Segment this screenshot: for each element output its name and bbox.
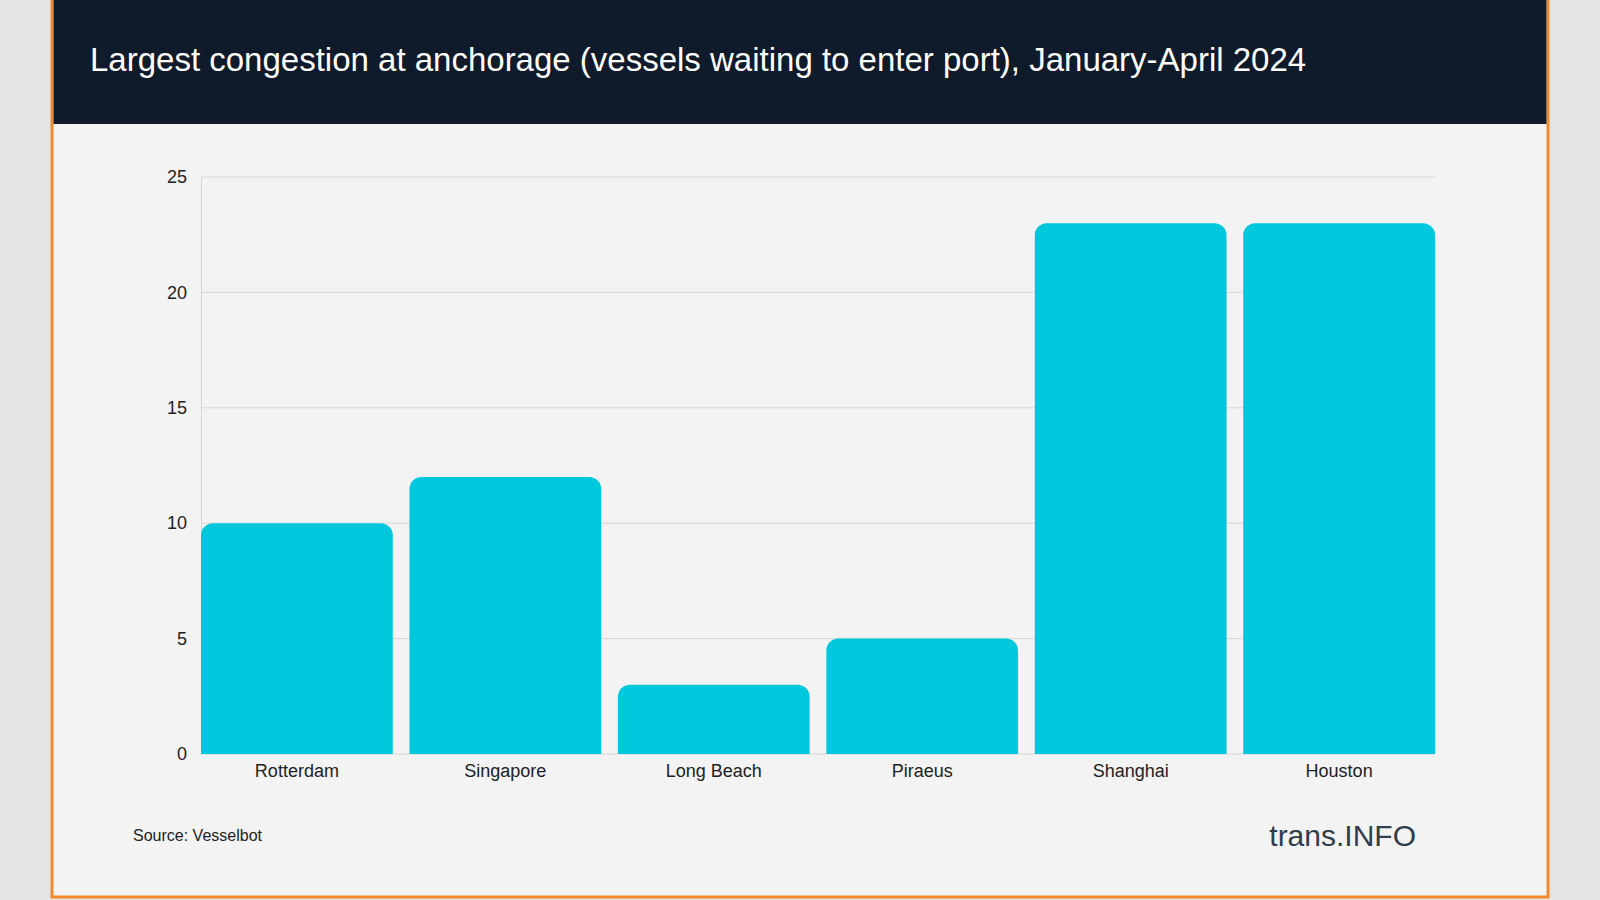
y-tick-label: 10 (167, 513, 187, 533)
bar (826, 639, 1018, 754)
chart-title: Largest congestion at anchorage (vessels… (90, 41, 1306, 78)
x-tick-label: Piraeus (892, 761, 953, 781)
x-tick-label: Long Beach (666, 761, 762, 781)
bar (1243, 223, 1435, 754)
bar (409, 477, 601, 754)
source-note: Source: Vesselbot (133, 827, 263, 844)
bars (201, 223, 1435, 754)
y-tick: 25 (167, 167, 201, 187)
header-band (54, 0, 1547, 124)
bar (201, 523, 393, 754)
x-tick-label: Singapore (464, 761, 546, 781)
y-tick: 20 (167, 283, 201, 303)
y-tick-label: 0 (177, 744, 187, 764)
grid (201, 177, 1435, 754)
y-tick-label: 20 (167, 283, 187, 303)
y-tick: 0 (177, 744, 201, 764)
y-tick-label: 5 (177, 629, 187, 649)
y-tick: 10 (167, 513, 201, 533)
chart-svg: Largest congestion at anchorage (vessels… (0, 0, 1600, 900)
logo-text: trans.INFO (1269, 819, 1416, 852)
x-tick: Shanghai (1093, 754, 1169, 781)
x-tick: Singapore (464, 754, 546, 781)
x-tick: Piraeus (892, 754, 953, 781)
x-tick-label: Shanghai (1093, 761, 1169, 781)
x-tick: Rotterdam (255, 754, 339, 781)
bar (618, 685, 810, 754)
y-axis: 0 5 10 15 20 25 (167, 167, 202, 764)
x-tick: Long Beach (666, 754, 762, 781)
x-axis: Rotterdam Singapore Long Beach Piraeus Shang… (202, 754, 1436, 781)
bar (1035, 223, 1227, 754)
grid-line (201, 177, 1435, 178)
y-tick: 15 (167, 398, 201, 418)
x-tick-label: Rotterdam (255, 761, 339, 781)
y-tick-label: 25 (167, 167, 187, 187)
x-tick: Houston (1306, 754, 1373, 781)
y-tick-label: 15 (167, 398, 187, 418)
x-tick-label: Houston (1306, 761, 1373, 781)
y-tick: 5 (177, 629, 201, 649)
slide-frame (52, 0, 1548, 897)
x-axis-line (202, 754, 1436, 755)
